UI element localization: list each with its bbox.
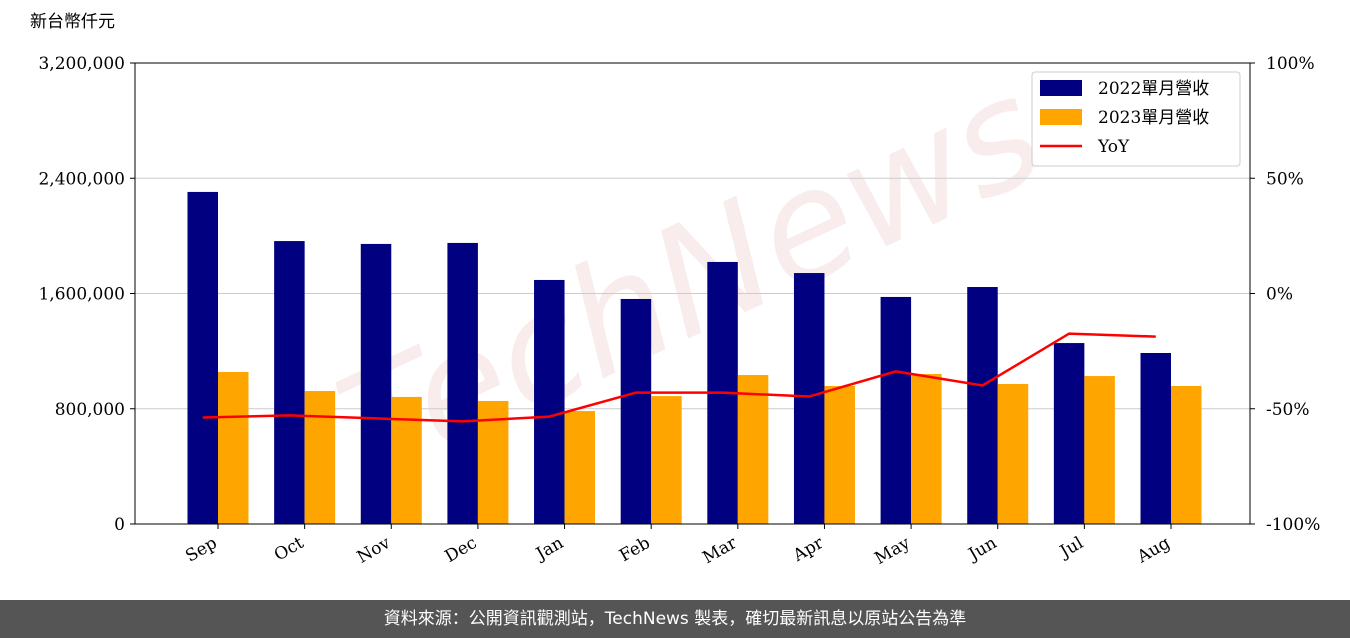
x-tick-label: Oct <box>271 533 307 566</box>
bar <box>274 241 305 524</box>
legend-swatch <box>1040 80 1082 96</box>
bar <box>187 191 218 524</box>
x-tick-label: Jul <box>1055 533 1087 563</box>
bar <box>1053 343 1085 524</box>
watermark: TechNews <box>315 44 1067 518</box>
bar <box>304 391 336 524</box>
legend-label: 2022單月營收 <box>1098 79 1209 99</box>
y-tick-label: 2,400,000 <box>38 169 125 189</box>
footer: 資料來源：公開資訊觀測站，TechNews 製表，確切最新訊息以原站公告為準 <box>0 600 1350 638</box>
legend: 2022單月營收 2023單月營收 YoY <box>1031 71 1241 167</box>
y-tick-label: 1,600,000 <box>38 285 125 305</box>
x-tick-label: Jan <box>531 533 567 565</box>
y2-tick-label: 0% <box>1266 285 1293 305</box>
x-tick-label: Dec <box>442 533 481 567</box>
y-axis-label: 新台幣仟元 <box>30 12 115 32</box>
x-tick-label: Apr <box>789 533 828 567</box>
bar <box>391 396 422 524</box>
legend-box <box>1031 71 1241 167</box>
x-tick-label: Aug <box>1133 533 1174 568</box>
bar <box>997 383 1029 524</box>
yoy-line <box>202 332 1156 423</box>
x-tick-label: Nov <box>354 533 394 568</box>
x-tick-label: Mar <box>699 533 741 569</box>
chart: TechNews 新台幣仟元 0 800,000 1,600,000 2,400,00… <box>30 12 1320 569</box>
bar <box>447 242 478 524</box>
y2-tick-label: -100% <box>1266 515 1320 535</box>
x-tick-label: May <box>871 533 914 569</box>
x-tick-label: Jun <box>964 533 1001 566</box>
bar <box>651 396 682 524</box>
x-tick-label: Feb <box>616 533 654 566</box>
y-tick-label: 3,200,000 <box>38 54 125 74</box>
bar <box>793 273 825 524</box>
legend-label: 2023單月營收 <box>1098 108 1209 128</box>
y2-tick-label: 50% <box>1266 169 1304 189</box>
bar <box>1084 376 1115 524</box>
bar <box>564 411 596 524</box>
y2-tick-label: -50% <box>1266 400 1310 420</box>
y-tick-label: 0 <box>114 515 125 535</box>
plot-frame <box>134 62 1251 525</box>
bar <box>218 372 249 524</box>
bar <box>1171 385 1202 524</box>
y2-tick-label: 100% <box>1266 54 1315 74</box>
bar <box>1140 352 1171 524</box>
y-tick-label: 800,000 <box>55 400 125 420</box>
bar <box>967 287 998 524</box>
bar <box>620 298 652 524</box>
legend-swatch <box>1040 109 1082 125</box>
legend-label: YoY <box>1097 137 1130 157</box>
bar <box>360 243 392 524</box>
bar <box>534 279 565 524</box>
bar <box>880 296 912 524</box>
bar <box>911 374 942 524</box>
bar <box>737 375 769 524</box>
x-tick-label: Sep <box>182 533 220 567</box>
bar <box>824 385 855 524</box>
